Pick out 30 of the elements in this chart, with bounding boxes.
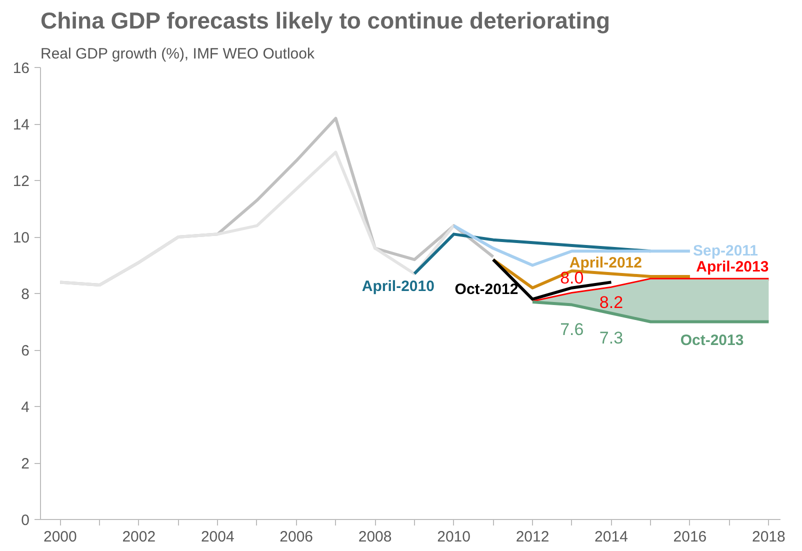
y-tick-label: 16: [12, 60, 30, 77]
series-label: Oct-2012: [454, 281, 518, 298]
x-tick-label: 2008: [358, 528, 392, 546]
x-tick-label: 2000: [43, 528, 77, 546]
chart-title: China GDP forecasts likely to continue deteriorating: [40, 8, 610, 34]
series-label: Oct-2013: [680, 332, 744, 349]
y-tick-label: 6: [21, 342, 30, 360]
chart-subtitle: Real GDP growth (%), IMF WEO Outlook: [40, 46, 315, 62]
series-label: April-2010: [362, 278, 434, 296]
y-tick-label: 12: [12, 173, 30, 190]
y-tick-label: 4: [21, 399, 30, 416]
data-label: 8.2: [599, 292, 624, 312]
y-tick-label: 2: [21, 456, 30, 472]
y-tick-label: 10: [12, 230, 30, 246]
x-tick-label: 2014: [594, 528, 628, 546]
x-tick-label: 2002: [122, 528, 156, 546]
x-tick-label: 2004: [200, 528, 234, 546]
x-tick-label: 2016: [673, 528, 707, 546]
x-tick-label: 2006: [280, 528, 314, 546]
data-label: 7.6: [560, 320, 584, 339]
x-tick-label: 2018: [752, 528, 786, 546]
y-tick-label: 8: [21, 286, 30, 303]
data-label: 7.3: [599, 328, 624, 348]
series-label: Sep-2011: [692, 242, 758, 260]
x-tick-label: 2010: [437, 528, 470, 546]
series-label: April-2012: [569, 254, 642, 272]
y-tick-label: 0: [21, 512, 30, 529]
series-label: April-2013: [696, 258, 769, 276]
x-tick-label: 2012: [516, 528, 550, 546]
y-tick-label: 14: [12, 116, 30, 134]
